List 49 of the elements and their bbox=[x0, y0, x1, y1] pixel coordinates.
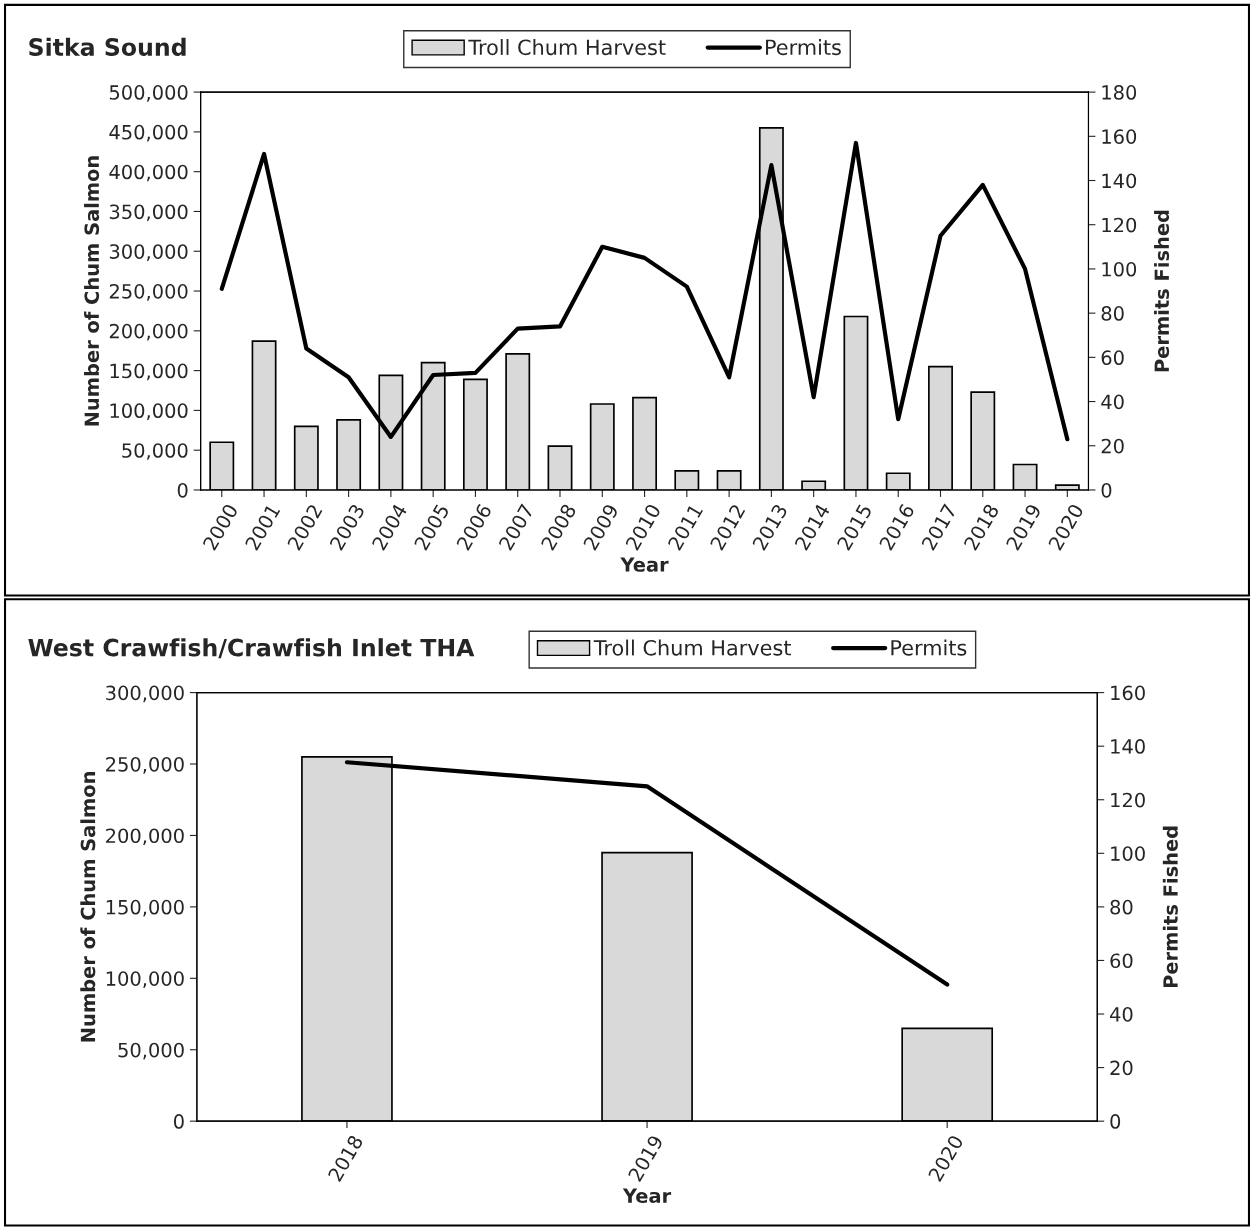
y2-tick-label: 80 bbox=[1101, 306, 1124, 321]
y-tick-label: 50,000 bbox=[118, 1042, 184, 1060]
y2-tick-label: 40 bbox=[1101, 394, 1124, 410]
x-axis-title: Year bbox=[620, 557, 669, 572]
y-tick-label: 200,000 bbox=[106, 828, 184, 846]
x-axis-title: Year bbox=[622, 1188, 672, 1204]
y2-tick-label: 160 bbox=[1111, 685, 1145, 701]
chart-title: West Crawfish/Crawfish Inlet THA bbox=[28, 638, 475, 659]
y2-tick-label: 100 bbox=[1111, 846, 1145, 861]
y2-tick-label: 120 bbox=[1111, 792, 1145, 808]
y2-tick-label: 40 bbox=[1110, 1006, 1133, 1022]
y2-tick-label: 20 bbox=[1101, 438, 1124, 454]
y-tick-label: 250,000 bbox=[106, 756, 184, 774]
y2-tick-label: 0 bbox=[1101, 482, 1112, 498]
y-axis-title: Number of Chum Salmon bbox=[80, 772, 96, 1042]
legend-label: Troll Chum Harvest bbox=[468, 39, 666, 56]
y-tick-label: 300,000 bbox=[106, 685, 184, 703]
y2-tick-label: 100 bbox=[1102, 261, 1137, 277]
y-tick-label: 50,000 bbox=[122, 443, 188, 460]
legend-label: Permits bbox=[891, 639, 967, 656]
y-tick-label: 150,000 bbox=[110, 363, 188, 381]
y-tick-label: 250,000 bbox=[109, 283, 188, 301]
y2-tick-label: 60 bbox=[1110, 953, 1133, 969]
y-tick-label: 150,000 bbox=[106, 899, 184, 917]
y2-tick-label: 80 bbox=[1110, 899, 1133, 915]
y-tick-label: 400,000 bbox=[109, 164, 188, 182]
y-tick-label: 500,000 bbox=[109, 85, 188, 102]
y2-axis-title: Permits Fished bbox=[1162, 826, 1178, 988]
y-tick-label: 0 bbox=[177, 482, 188, 498]
y2-axis-title: Permits Fished bbox=[1154, 210, 1170, 372]
y-tick-label: 200,000 bbox=[109, 323, 188, 341]
legend-label: Permits bbox=[766, 39, 841, 56]
y2-tick-label: 160 bbox=[1102, 129, 1137, 144]
y2-tick-label: 140 bbox=[1111, 739, 1145, 754]
y2-tick-label: 140 bbox=[1102, 173, 1137, 189]
y2-tick-label: 60 bbox=[1101, 350, 1124, 366]
y-tick-label: 100,000 bbox=[106, 971, 184, 988]
y-tick-label: 0 bbox=[173, 1114, 184, 1129]
y2-tick-label: 120 bbox=[1102, 217, 1137, 233]
y-tick-label: 350,000 bbox=[109, 204, 188, 222]
y-tick-label: 100,000 bbox=[110, 403, 188, 421]
legend-label: Troll Chum Harvest bbox=[593, 639, 791, 656]
y2-tick-label: 0 bbox=[1110, 1114, 1121, 1129]
y-tick-label: 450,000 bbox=[109, 124, 188, 142]
y2-tick-label: 20 bbox=[1110, 1060, 1133, 1076]
y2-tick-label: 180 bbox=[1102, 85, 1137, 100]
y-tick-label: 300,000 bbox=[109, 244, 188, 261]
chart-title: Sitka Sound bbox=[29, 37, 186, 56]
y-axis-title: Number of Chum Salmon bbox=[84, 156, 100, 426]
